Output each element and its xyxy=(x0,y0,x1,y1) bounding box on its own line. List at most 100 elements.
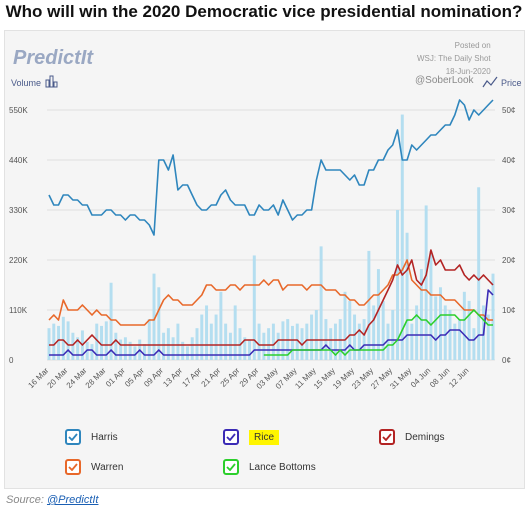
y-left-tick-label: 550K xyxy=(9,106,28,115)
credit: @SoberLook xyxy=(415,75,475,86)
volume-bar xyxy=(329,328,333,360)
volume-bar xyxy=(152,273,156,360)
volume-bar xyxy=(362,319,366,360)
checkbox-icon[interactable] xyxy=(65,429,81,445)
x-tick-label: 25 Apr xyxy=(219,366,242,389)
volume-bar xyxy=(386,323,390,360)
volume-bar xyxy=(243,337,247,360)
checkbox-icon[interactable] xyxy=(65,459,81,475)
volume-bar xyxy=(396,210,399,360)
checkbox-icon[interactable] xyxy=(223,429,239,445)
x-tick-label: 04 Jun xyxy=(409,366,432,389)
volume-bar xyxy=(295,323,299,360)
source-link[interactable]: @PredictIt xyxy=(46,494,99,506)
source-prefix: Source: xyxy=(6,494,47,506)
x-tick-label: 31 May xyxy=(388,366,413,391)
volume-bar xyxy=(195,328,199,360)
volume-label: Volume xyxy=(11,78,41,88)
posted-by: WSJ: The Daily Shot xyxy=(417,54,491,63)
y-left-tick-label: 110K xyxy=(9,306,28,315)
x-tick-label: 28 Mar xyxy=(84,366,108,390)
x-tick-label: 01 Apr xyxy=(104,366,127,389)
volume-bar xyxy=(185,346,189,360)
volume-bar xyxy=(415,305,419,360)
volume-bar xyxy=(314,310,318,360)
volume-bar xyxy=(333,323,337,360)
volume-bar xyxy=(123,337,127,360)
volume-bar xyxy=(57,325,61,360)
chart-svg: PredictIt Volume Price @SoberLook 0 110K 2… xyxy=(9,47,522,391)
price-line-icon xyxy=(482,76,498,88)
volume-bar xyxy=(166,328,170,360)
checkbox-icon[interactable] xyxy=(223,459,239,475)
series-line-harris xyxy=(48,99,494,236)
volume-bar xyxy=(95,323,99,360)
x-tick-label: 12 Jun xyxy=(447,366,470,389)
volume-bar xyxy=(319,246,323,360)
legend-item-warren[interactable]: Warren xyxy=(65,459,123,475)
volume-bar xyxy=(171,337,175,360)
volume-bar xyxy=(453,323,457,360)
volume-bar xyxy=(128,341,132,360)
y-right-tick-label: 40¢ xyxy=(502,156,515,165)
volume-bar xyxy=(228,332,232,360)
volume-bar xyxy=(262,332,266,360)
volume-bar xyxy=(439,287,442,360)
legend-label: Rice xyxy=(249,429,280,445)
legend-label: Harris xyxy=(91,431,118,443)
volume-bar xyxy=(61,316,65,360)
volume-bar xyxy=(143,344,146,360)
series-line-warren xyxy=(48,259,493,326)
volume-bar xyxy=(52,323,56,360)
posted-on: Posted on xyxy=(454,41,491,50)
legend-label: Demings xyxy=(405,431,445,443)
volume-bar xyxy=(381,300,385,360)
volume-bar xyxy=(114,332,118,360)
volume-bar xyxy=(257,323,261,360)
y-left-tick-label: 440K xyxy=(9,156,28,165)
volume-bar xyxy=(66,321,70,360)
volume-bar xyxy=(190,337,194,360)
volume-bar xyxy=(100,325,103,360)
volume-bar xyxy=(205,305,209,360)
volume-bar xyxy=(448,310,452,360)
y-left-tick-label: 0 xyxy=(9,356,14,365)
checkbox-icon[interactable] xyxy=(379,429,395,445)
volume-bar xyxy=(467,300,471,360)
volume-bar xyxy=(343,291,347,360)
volume-bar xyxy=(119,339,123,360)
volume-bar xyxy=(458,319,462,360)
volume-bar xyxy=(391,310,395,360)
volume-bar xyxy=(443,305,447,360)
legend-item-harris[interactable]: Harris xyxy=(65,429,118,445)
legend-item-demings[interactable]: Demings xyxy=(379,429,444,445)
price-label: Price xyxy=(501,78,522,88)
volume-bar xyxy=(348,300,352,360)
volume-bar xyxy=(176,323,180,360)
legend-item-rice[interactable]: Rice xyxy=(223,429,280,445)
series-line-rice xyxy=(49,289,494,356)
volume-bar xyxy=(214,314,218,360)
series-line-demings xyxy=(49,249,494,346)
series-lines xyxy=(48,99,494,356)
volume-bar xyxy=(405,232,409,360)
volume-bar xyxy=(472,328,476,360)
volume-bar xyxy=(209,323,213,360)
volume-bar xyxy=(109,282,113,360)
volume-bar xyxy=(76,337,80,360)
volume-bar xyxy=(271,323,275,360)
y-right-tick-label: 30¢ xyxy=(502,206,515,215)
y-left-tick-label: 220K xyxy=(9,256,28,265)
volume-bar xyxy=(133,346,137,360)
x-tick-label: 13 Apr xyxy=(161,366,184,389)
volume-bar xyxy=(367,250,371,360)
volume-bar xyxy=(305,323,309,360)
volume-bars xyxy=(47,114,495,360)
x-tick-label: 05 Apr xyxy=(123,366,146,389)
volume-bar xyxy=(429,250,433,360)
volume-bar xyxy=(157,287,161,360)
legend-item-lance-bottoms[interactable]: Lance Bottoms xyxy=(223,459,316,475)
logo: PredictIt xyxy=(13,47,94,69)
volume-bar xyxy=(181,341,185,360)
volume-bar xyxy=(462,291,466,360)
